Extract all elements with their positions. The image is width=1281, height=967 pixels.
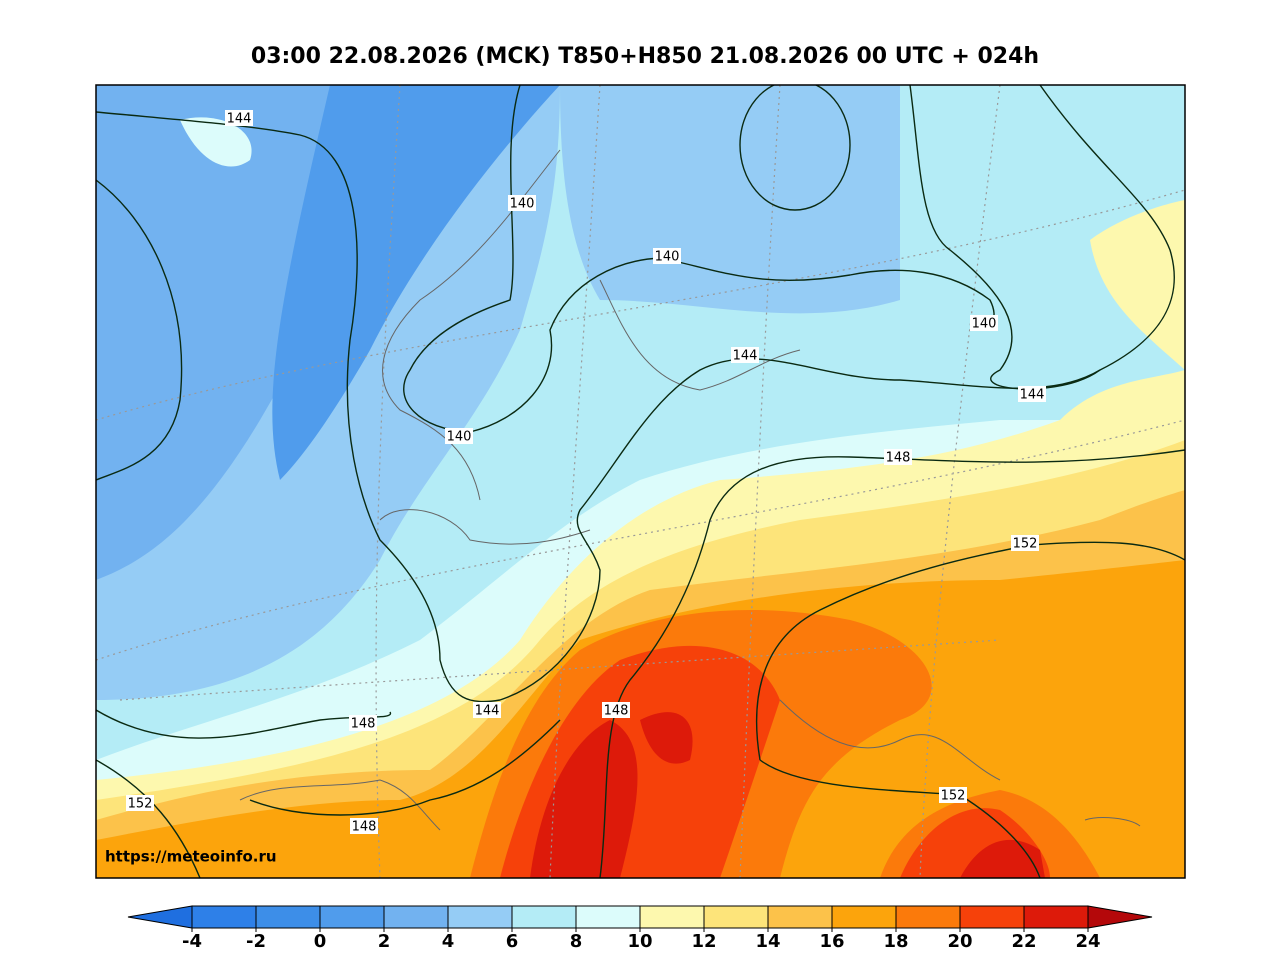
map-frame [95,84,1186,879]
contour-line [96,709,392,739]
colorbar-tick-label: 22 [1011,931,1036,952]
colorbar-box [575,905,641,929]
contour-label: 148 [351,717,376,732]
colorbar-box [895,905,961,929]
contour-label: 144 [733,349,758,364]
colorbar-box [767,905,833,929]
contour-label: 152 [1013,537,1038,552]
temp-area [180,117,252,167]
source-url: https://meteoinfo.ru [105,848,277,866]
colorbar-tick-label: 8 [570,931,583,952]
colorbar-tick-label: -2 [246,931,266,952]
colorbar-tick-label: 14 [755,931,780,952]
colorbar-tick-label: 18 [883,931,908,952]
contour-label-bg [473,702,501,718]
contour-label: 148 [604,704,629,719]
graticule [96,85,1185,878]
contour-label-bg [350,818,378,834]
contour-line [739,85,851,211]
title: 03:00 22.08.2026 (MCK) T850+H850 21.08.2… [251,44,1039,69]
contour-label-bg [126,795,154,811]
contour-line [96,179,183,481]
contour-line [403,85,995,433]
colorbar-box [831,905,897,929]
colorbar-tick-label: 0 [314,931,327,952]
colorbar-tick-label: 10 [627,931,652,952]
colorbar-box [191,905,257,929]
contour-label-bg [508,195,536,211]
colorbar-tick-label: 16 [819,931,844,952]
colorbar: -4 -2 0 2 4 6 8 10 12 14 16 18 20 22 24 [127,905,1153,952]
colorbar-box [383,905,449,929]
colorbar-tick-label: 6 [506,931,519,952]
colorbar-tick-label: 24 [1075,931,1100,952]
contour-line [599,449,1185,878]
colorbar-box [703,905,769,929]
contour-label: 140 [447,430,472,445]
contour-label-bg [653,248,681,264]
contour-line [755,541,1185,761]
contour-label: 144 [1020,388,1045,403]
contour-label: 140 [510,197,535,212]
temp-area [1090,200,1185,370]
contour-label: 144 [475,704,500,719]
colorbar-box [1023,905,1089,929]
colorbar-tick-label: -4 [182,931,202,952]
temp-area [530,720,638,878]
colorbar-tick-label: 4 [442,931,455,952]
contour-label: 140 [655,250,680,265]
colorbar-tick-label: 20 [947,931,972,952]
contour-line [96,759,201,878]
contour-label-bg [1018,386,1046,402]
contour-label: 148 [886,451,911,466]
colorbar-tick-label: 2 [378,931,391,952]
temp-area [560,85,900,314]
contour-line [249,719,561,816]
contour-label: 152 [941,789,966,804]
map: 144 140 140 140 144 144 140 148 152 148 144 148 152 1… [96,85,1185,878]
colorbar-box [319,905,385,929]
contour-label-bg [939,787,967,803]
colorbar-box [447,905,513,929]
contour-label-bg [731,347,759,363]
coastline [239,149,1141,831]
contour-label-bg [884,449,912,465]
contour-label-bg [1011,535,1039,551]
contour-label: 144 [227,112,252,127]
temp-area [640,712,693,764]
contour-label-bg [970,315,998,331]
contour-label-bg [445,428,473,444]
contour-line [96,85,1175,703]
contour-label-bg [225,110,253,126]
colorbar-extend-high [1087,905,1153,929]
contour-label: 148 [352,820,377,835]
contour-label-bg [349,715,377,731]
colorbar-tick-label: 12 [691,931,716,952]
colorbar-box [255,905,321,929]
colorbar-box [511,905,577,929]
contour-labels: 144 140 140 140 144 144 140 148 152 148 144 148 152 1… [126,110,1046,835]
temp-area [272,85,560,480]
colorbar-box [639,905,705,929]
contour-label: 152 [128,797,153,812]
contour-label: 140 [972,317,997,332]
contour-label-bg [602,702,630,718]
colorbar-box [959,905,1025,929]
